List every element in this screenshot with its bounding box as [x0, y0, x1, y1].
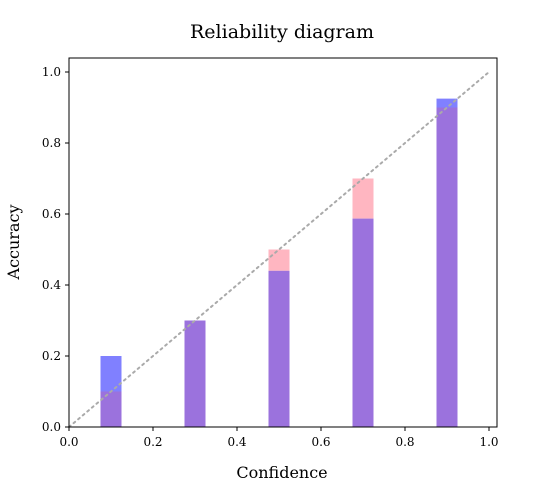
y-tick-label: 0.8 — [42, 136, 61, 150]
accuracy-bar — [100, 356, 122, 392]
gap-bar — [352, 178, 374, 219]
x-tick-label: 0.2 — [143, 435, 162, 449]
y-tick-label: 0.6 — [42, 207, 61, 221]
overlap-bar — [100, 391, 122, 427]
x-axis-ticks: 0.0 0.2 0.4 0.6 0.8 1.0 — [59, 427, 499, 449]
x-tick-label: 1.0 — [479, 435, 498, 449]
plot-frame — [68, 57, 498, 428]
gap-bar — [268, 249, 290, 271]
x-axis-label: Confidence — [236, 463, 327, 480]
x-tick-label: 0.4 — [227, 435, 246, 449]
bars-group — [100, 98, 458, 427]
chart-title: Reliability diagram — [190, 21, 374, 43]
y-axis-ticks: 0.0 0.2 0.4 0.6 0.8 1.0 — [42, 65, 69, 434]
y-axis-label: Accuracy — [4, 205, 23, 281]
overlap-bar — [436, 107, 458, 427]
overlap-bar — [184, 320, 206, 427]
x-tick-label: 0.6 — [311, 435, 330, 449]
x-tick-label: 0.0 — [59, 435, 78, 449]
overlap-bar — [268, 270, 290, 427]
y-tick-label: 0.4 — [42, 278, 61, 292]
overlap-bar — [352, 218, 374, 427]
x-tick-label: 0.8 — [395, 435, 414, 449]
perfect-calibration-line — [68, 71, 490, 428]
accuracy-bar — [436, 98, 458, 108]
y-tick-label: 0.2 — [42, 349, 61, 363]
y-tick-label: 1.0 — [42, 65, 61, 79]
y-tick-label: 0.0 — [42, 420, 61, 434]
